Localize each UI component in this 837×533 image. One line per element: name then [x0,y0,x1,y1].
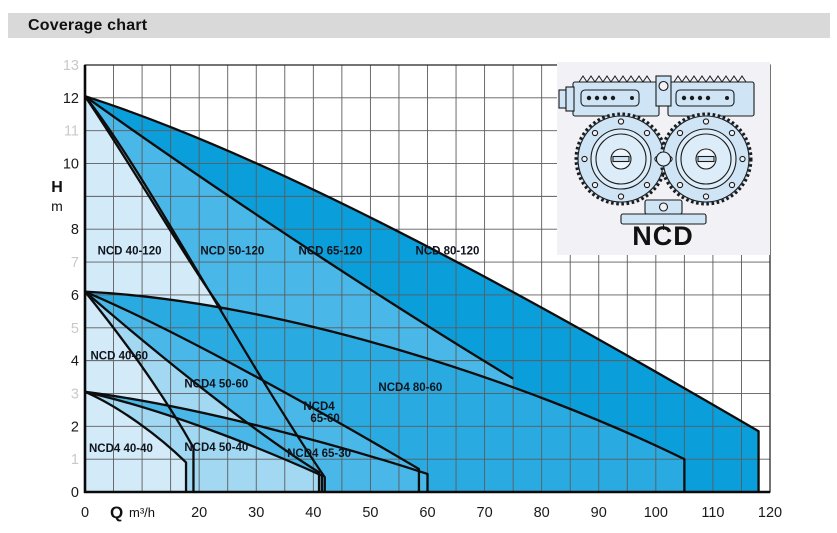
y-tick-13: 13 [63,58,79,74]
label-ncd4-65-60: NCD4 65-60 [303,401,339,425]
curve-ncd-40-120 [84,95,223,311]
label-ncd-50-120: NCD 50-120 [200,246,264,258]
x-tick-80: 80 [534,505,550,521]
x-tick-90: 90 [591,505,607,521]
y-axis-unit: m [51,198,63,214]
y-tick-7: 7 [71,255,79,271]
y-tick-5: 5 [71,321,79,337]
x-tick-40: 40 [305,505,321,521]
label-ncd-65-120: NCD 65-120 [298,246,362,258]
center-hub [655,151,672,167]
y-tick-10: 10 [63,157,79,173]
left-pump-head [574,112,668,206]
right-terminal-box [675,89,735,107]
x-tick-60: 60 [419,505,435,521]
terminal-dots [586,95,729,101]
label-ncd4-80-60: NCD4 80-60 [378,382,442,394]
y-tick-0: 0 [71,485,79,501]
page-title-bar: Coverage chart [8,13,830,38]
y-axis-symbol: H [51,179,63,196]
x-axis-unit: m³/h [129,505,155,520]
region-ncd4-40-40 [85,391,187,492]
pump-image-panel: NCD [557,62,770,255]
y-tick-4: 4 [71,354,79,370]
x-axis-tick-labels: 0 20 30 40 50 60 70 80 90 100 110 120 [81,505,782,521]
pump-curves [84,95,760,492]
x-tick-50: 50 [362,505,378,521]
shaft-stub-outer [558,89,567,109]
label-ncd-80-120: NCD 80-120 [416,246,480,258]
x-tick-20: 20 [191,505,207,521]
x-axis-symbol: Q [110,503,123,522]
x-tick-120: 120 [758,505,782,521]
curve-ncd4-50-40 [84,390,324,492]
y-tick-3: 3 [71,386,79,402]
top-bolt [658,80,669,92]
twin-pump-drawing [558,75,755,230]
bottom-bolt [658,202,669,212]
curve-ncd-80-120 [84,95,760,492]
x-tick-0: 0 [81,505,89,521]
y-tick-8: 8 [71,222,79,238]
y-tick-6: 6 [71,288,79,304]
x-tick-100: 100 [644,505,668,521]
y-tick-1: 1 [71,452,79,468]
curve-ncd4-40-40 [84,390,188,492]
right-pump-head [659,112,753,206]
y-tick-11: 11 [64,124,79,140]
label-ncd4-50-60: NCD4 50-60 [184,379,248,391]
curve-ncd4-65-60 [84,290,421,492]
label-ncd4-50-40: NCD4 50-40 [184,442,248,454]
label-ncd-40-120: NCD 40-120 [98,246,162,258]
label-ncd-40-60: NCD 40-60 [90,351,148,363]
curve-ncd4-80-60 [84,290,686,492]
curve-ncd-65-120 [84,95,514,380]
cooling-fins [578,75,747,83]
curve-ncd4-65-30 [84,390,429,492]
page-title: Coverage chart [28,16,148,34]
x-tick-110: 110 [701,505,724,521]
pump-model-labels: NCD 80-120 NCD 65-120 NCD 50-120 NCD 40-120… [89,246,479,460]
left-terminal-box [580,89,640,107]
y-tick-12: 12 [63,91,79,107]
curve-ncd4-50-60 [84,290,321,492]
curve-ncd-40-60 [84,290,195,492]
shaft-stub-inner [565,86,575,112]
y-tick-2: 2 [71,419,79,435]
pump-model-name: NCD [632,221,694,251]
label-ncd4-40-40: NCD4 40-40 [89,443,153,455]
x-tick-70: 70 [477,505,493,521]
x-tick-30: 30 [248,505,264,521]
label-ncd4-65-30: NCD4 65-30 [287,448,351,460]
